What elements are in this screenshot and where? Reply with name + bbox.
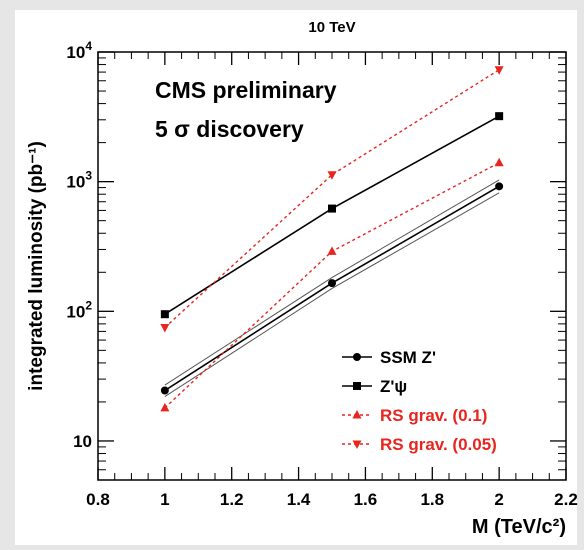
legend-marker-rs-grav-0-1: [352, 410, 362, 419]
x-tick-label: 1.8: [420, 490, 444, 509]
y-axis-label: integrated luminosity (pb⁻¹): [26, 141, 47, 391]
band-lower-ssm-z: [164, 192, 500, 397]
legend-label-rs-grav-0-05: RS grav. (0.05): [380, 435, 497, 454]
data-point-rs-grav-0-1: [494, 157, 504, 167]
series-markers: [160, 66, 504, 412]
chart-title: 10 TeV: [308, 19, 355, 36]
band-upper-ssm-z: [164, 179, 500, 386]
y-tick-label: 10: [73, 432, 92, 451]
data-point-rs-grav-0-1: [327, 246, 337, 255]
legend-marker-ssm-z: [353, 353, 361, 361]
data-point-rs-grav-0-05: [160, 324, 170, 333]
legend-label-ssm-z: SSM Z': [380, 348, 436, 367]
data-point-z: [328, 204, 336, 213]
x-axis-label: M (TeV/c²): [472, 516, 566, 538]
data-point-rs-grav-0-05: [494, 66, 504, 75]
x-tick-label: 2.2: [554, 490, 578, 509]
legend-marker-rs-grav-0-05: [352, 440, 362, 449]
legend-marker-z: [353, 382, 361, 390]
data-point-z: [160, 310, 169, 319]
legend-label-rs-grav-0-1: RS grav. (0.1): [380, 406, 487, 425]
x-tick-label: 1: [160, 490, 169, 509]
canvas-background: [15, 10, 577, 545]
uncertainty-bands: [164, 179, 500, 397]
x-tick-label: 1.2: [220, 490, 244, 509]
data-point-ssm-z: [160, 386, 169, 395]
x-tick-label: 1.4: [287, 490, 311, 509]
x-tick-label: 2: [494, 490, 503, 509]
annotation-cms-preliminary: CMS preliminary: [155, 77, 337, 103]
annotation-discovery: 5 σ discovery: [155, 116, 304, 142]
x-tick-label: 1.6: [354, 490, 378, 509]
data-point-rs-grav-0-05: [327, 171, 337, 180]
x-tick-label: 0.8: [86, 490, 110, 509]
data-point-z: [495, 112, 504, 121]
data-point-rs-grav-0-1: [160, 402, 170, 412]
legend: SSM Z' Z'ψ RS grav. (0.1) RS grav. (0.05): [342, 348, 497, 454]
data-point-ssm-z: [495, 182, 504, 191]
legend-label-z: Z'ψ: [380, 377, 407, 396]
data-point-ssm-z: [328, 279, 336, 288]
